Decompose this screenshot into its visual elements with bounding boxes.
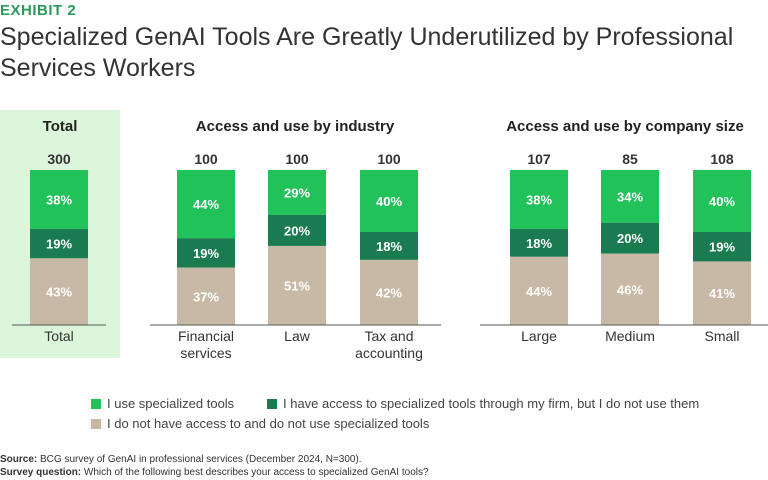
exhibit-label: EXHIBIT 2 [0, 2, 77, 19]
data-label-no-access: 44% [526, 284, 552, 299]
legend-label-use: I use specialized tools [107, 396, 235, 411]
bar-segment-no-access [510, 256, 568, 325]
data-label-no-access: 46% [617, 282, 643, 297]
bar-segment-use [30, 170, 88, 229]
source-note: Source: BCG survey of GenAI in professio… [0, 454, 362, 465]
data-label-no-access: 43% [46, 285, 72, 300]
chart-title: Specialized GenAI Tools Are Greatly Unde… [0, 23, 734, 82]
bar-segment-no-access [268, 245, 326, 325]
data-label-access: 19% [46, 237, 72, 252]
bar-segment-use [360, 170, 418, 232]
legend-swatch-access [267, 399, 277, 409]
category-label: Medium [605, 328, 655, 344]
legend-label-no-access: I do not have access to and do not use s… [107, 416, 430, 431]
category-label: Total [44, 328, 74, 344]
data-label-no-access: 42% [376, 285, 402, 300]
category-label: Tax and [364, 328, 413, 344]
bar-segment-no-access [360, 259, 418, 325]
data-label-use: 44% [193, 197, 219, 212]
legend-label-access: I have access to specialized tools throu… [283, 396, 700, 411]
bar-segment-no-access [601, 253, 659, 325]
bar-sample-size: 85 [622, 151, 638, 167]
bar-sample-size: 300 [47, 151, 71, 167]
data-label-access: 20% [617, 231, 643, 246]
group-title-total: Total [42, 118, 78, 135]
data-label-use: 40% [709, 194, 735, 209]
bar-sample-size: 100 [285, 151, 309, 167]
legend-swatch-no-access [91, 419, 101, 429]
category-label: Financial [178, 328, 234, 344]
bar-sample-size: 100 [194, 151, 218, 167]
data-label-access: 19% [193, 246, 219, 261]
data-label-access: 19% [709, 240, 735, 255]
data-label-no-access: 51% [284, 278, 310, 293]
data-label-use: 40% [376, 194, 402, 209]
bar-segment-access [693, 232, 751, 262]
bar-segment-use [601, 170, 659, 223]
category-label: accounting [355, 345, 423, 361]
data-label-no-access: 37% [193, 289, 219, 304]
data-label-use: 29% [284, 185, 310, 200]
bar-segment-use [177, 170, 235, 239]
bar-segment-access [268, 214, 326, 246]
group-title-company-size: Access and use by company size [506, 118, 744, 135]
data-label-access: 18% [526, 236, 552, 251]
category-label: Large [521, 328, 557, 344]
bar-segment-no-access [30, 258, 88, 325]
bar-segment-access [30, 228, 88, 259]
legend-swatch-use [91, 399, 101, 409]
data-label-use: 34% [617, 189, 643, 204]
bar-segment-no-access [693, 261, 751, 325]
legend-item-use: I use specialized tools [91, 396, 234, 411]
bar-segment-access [360, 232, 418, 260]
bar-sample-size: 107 [527, 151, 551, 167]
data-label-access: 20% [284, 223, 310, 238]
source-label: Source: [0, 454, 38, 465]
bar-segment-access [510, 228, 568, 257]
category-label: Law [284, 328, 311, 344]
bar-segment-access [177, 238, 235, 268]
bar-segment-access [601, 222, 659, 254]
survey-question-text: Which of the following best describes yo… [83, 467, 429, 478]
bar-segment-use [510, 170, 568, 229]
bar-segment-no-access [177, 267, 235, 325]
category-label: Small [704, 328, 739, 344]
bar-sample-size: 100 [377, 151, 401, 167]
data-label-use: 38% [526, 192, 552, 207]
bar-segment-use [268, 170, 326, 215]
data-label-access: 18% [376, 239, 402, 254]
data-label-no-access: 41% [709, 286, 735, 301]
stacked-bar-chart: 38% 19% 43% 300 Total 44% 19% 37% 100 Financialse… [12, 151, 768, 361]
survey-question-label: Survey question: [0, 467, 82, 478]
legend-item-no-access: I do not have access to and do not use s… [91, 416, 429, 431]
survey-question-note: Survey question: Which of the following … [0, 467, 429, 478]
category-label: services [180, 345, 231, 361]
bar-segment-use [693, 170, 751, 232]
data-label-use: 38% [46, 192, 72, 207]
bar-sample-size: 108 [710, 151, 734, 167]
legend-item-access: I have access to specialized tools throu… [267, 396, 699, 411]
group-title-industry: Access and use by industry [195, 118, 395, 135]
source-text: BCG survey of GenAI in professional serv… [40, 454, 362, 465]
